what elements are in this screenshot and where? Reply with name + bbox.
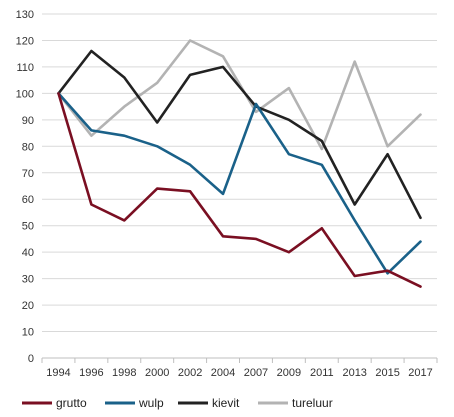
series-line-grutto [57, 92, 422, 288]
x-tick-label: 2002 [178, 367, 202, 379]
x-tick-label: 2009 [277, 367, 301, 379]
legend-label-tureluur: tureluur [292, 396, 333, 410]
y-tick-label: 50 [22, 221, 34, 233]
y-tick-label: 70 [22, 168, 34, 180]
legend-label-grutto: grutto [56, 396, 87, 410]
y-tick-label: 110 [16, 62, 34, 74]
axes [41, 357, 438, 363]
y-tick-label: 130 [16, 9, 34, 21]
y-tick-label: 80 [22, 141, 34, 153]
gridlines [42, 13, 437, 333]
series-line-wulp [57, 92, 422, 275]
series-line-kievit [57, 49, 422, 220]
legend-label-wulp: wulp [138, 396, 164, 410]
x-tick-label: 1994 [46, 367, 70, 379]
x-tick-label: 2004 [211, 367, 235, 379]
y-tick-label: 20 [22, 300, 34, 312]
legend-label-kievit: kievit [212, 396, 240, 410]
x-tick-label: 2017 [408, 367, 432, 379]
x-tick-label: 2007 [244, 367, 268, 379]
x-tick-label: 2015 [375, 367, 399, 379]
y-tick-label: 10 [22, 327, 34, 339]
x-tick-label: 1998 [112, 367, 136, 379]
y-tick-label: 120 [16, 35, 34, 47]
tick-labels: 0 10 20 30 40 50 60 70 80 90 100 110 120 130 1994 1996 1… [16, 9, 433, 379]
x-tick-label: 2013 [342, 367, 366, 379]
y-tick-label: 40 [22, 247, 34, 259]
legend: grutto wulp kievit tureluur [22, 396, 333, 410]
x-tick-label: 2000 [145, 367, 169, 379]
series-line-tureluur [57, 39, 422, 151]
x-tick-label: 1996 [79, 367, 103, 379]
y-tick-label: 0 [28, 353, 34, 365]
series-lines [57, 39, 422, 288]
y-tick-label: 60 [22, 194, 34, 206]
y-tick-label: 90 [22, 115, 34, 127]
y-tick-label: 30 [22, 274, 34, 286]
x-tick-label: 2011 [310, 367, 334, 379]
y-tick-label: 100 [16, 88, 34, 100]
